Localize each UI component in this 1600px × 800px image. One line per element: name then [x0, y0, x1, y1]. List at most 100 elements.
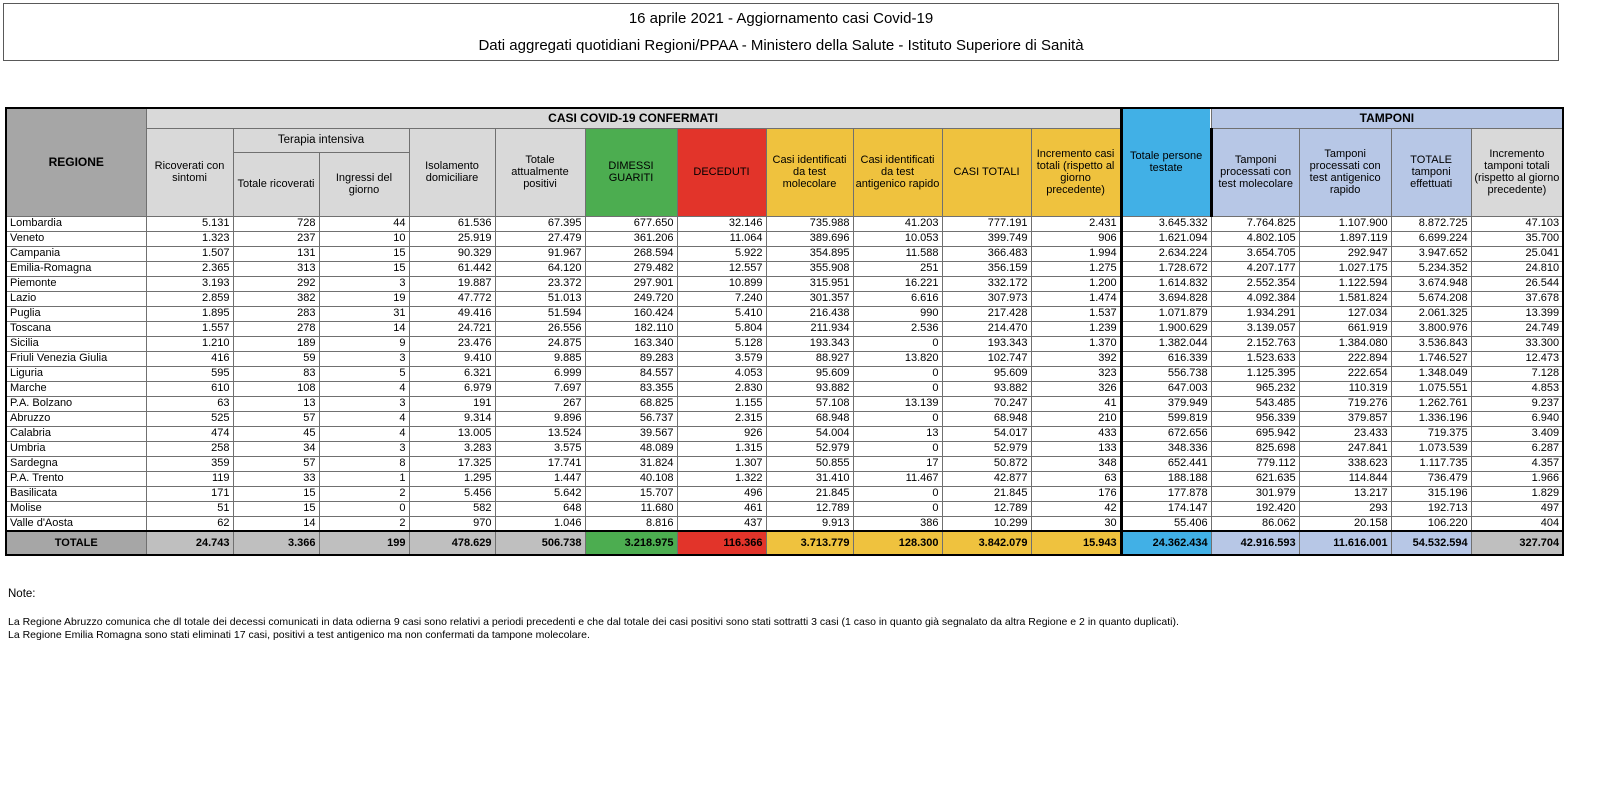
value-cell: 42 [1030, 500, 1122, 517]
value-cell: 5 [318, 365, 410, 382]
value-cell: 23.433 [1298, 425, 1392, 442]
value-cell: 1.474 [1030, 290, 1122, 307]
value-cell: 1.210 [145, 335, 234, 352]
value-cell: 174.147 [1119, 500, 1212, 517]
value-cell: 379.949 [1119, 395, 1212, 412]
col-header-deceduti: DECEDUTI [676, 127, 767, 217]
region-cell: Piemonte [5, 275, 147, 292]
value-cell: 25.041 [1470, 245, 1564, 262]
value-cell: 15 [232, 500, 320, 517]
value-cell: 95.609 [941, 365, 1032, 382]
value-cell: 1.523.633 [1210, 350, 1300, 367]
value-cell: 15 [232, 485, 320, 502]
region-cell: Veneto [5, 230, 147, 247]
value-cell: 9 [318, 335, 410, 352]
table-row: P.A. Trento 119 33 1 1.295 1.447 40.108 1.322 31… [5, 470, 1564, 487]
region-cell: Friuli Venezia Giulia [5, 350, 147, 367]
value-cell: 777.191 [941, 215, 1032, 232]
value-cell: 779.112 [1210, 455, 1300, 472]
value-cell: 14 [232, 515, 320, 532]
value-cell: 31.824 [584, 455, 678, 472]
region-cell: Molise [5, 500, 147, 517]
value-cell: 382 [232, 290, 320, 307]
value-cell: 366.483 [941, 245, 1032, 262]
table-row: Lazio 2.859 382 19 47.772 51.013 249.720 7.240 3… [5, 290, 1564, 307]
value-cell: 1.994 [1030, 245, 1122, 262]
value-cell: 323 [1030, 365, 1122, 382]
value-cell: 217.428 [941, 305, 1032, 322]
value-cell: 11.680 [584, 500, 678, 517]
value-cell: 1.322 [676, 470, 767, 487]
value-cell: 10 [318, 230, 410, 247]
value-cell: 2.634.224 [1119, 245, 1212, 262]
col-header-persone-testate: Totale persone testate [1119, 107, 1212, 217]
value-cell: 68.948 [941, 410, 1032, 427]
value-cell: 9.410 [408, 350, 496, 367]
table-row: Calabria 474 45 4 13.005 13.524 39.567 926 54.00… [5, 425, 1564, 442]
value-cell: 4 [318, 380, 410, 397]
value-cell: 965.232 [1210, 380, 1300, 397]
value-cell: 249.720 [584, 290, 678, 307]
value-cell: 17.741 [494, 455, 586, 472]
value-cell: 647.003 [1119, 380, 1212, 397]
value-cell: 1.507 [145, 245, 234, 262]
value-cell: 556.738 [1119, 365, 1212, 382]
total-value-cell: 116.366 [676, 530, 767, 556]
value-cell: 216.438 [765, 305, 854, 322]
value-cell: 192.713 [1390, 500, 1472, 517]
value-cell: 163.340 [584, 335, 678, 352]
total-value-cell: 506.738 [494, 530, 586, 556]
value-cell: 61.442 [408, 260, 496, 277]
value-cell: 26.556 [494, 320, 586, 337]
notes-section: Note: La Regione Abruzzo comunica che dl… [8, 588, 1588, 642]
value-cell: 361.206 [584, 230, 678, 247]
value-cell: 4.053 [676, 365, 767, 382]
value-cell: 599.819 [1119, 410, 1212, 427]
value-cell: 45 [232, 425, 320, 442]
value-cell: 114.844 [1298, 470, 1392, 487]
value-cell: 292 [232, 275, 320, 292]
value-cell: 1.537 [1030, 305, 1122, 322]
value-cell: 525 [145, 410, 234, 427]
value-cell: 1.073.539 [1390, 440, 1472, 457]
total-value-cell: 3.366 [232, 530, 320, 556]
value-cell: 1.200 [1030, 275, 1122, 292]
region-cell: Umbria [5, 440, 147, 457]
value-cell: 41.203 [852, 215, 943, 232]
table-row: Molise 51 15 0 582 648 11.680 461 12.789 0 12.789 4… [5, 500, 1564, 517]
region-cell: Marche [5, 380, 147, 397]
value-cell: 610 [145, 380, 234, 397]
value-cell: 108 [232, 380, 320, 397]
value-cell: 9.885 [494, 350, 586, 367]
value-cell: 496 [676, 485, 767, 502]
table-row: Lombardia 5.131 728 44 61.536 67.395 677.650 32… [5, 215, 1564, 232]
value-cell: 182.110 [584, 320, 678, 337]
value-cell: 1.934.291 [1210, 305, 1300, 322]
value-cell: 677.650 [584, 215, 678, 232]
table-row: Friuli Venezia Giulia 416 59 3 9.410 9.885 89.… [5, 350, 1564, 367]
value-cell: 735.988 [765, 215, 854, 232]
value-cell: 1.315 [676, 440, 767, 457]
value-cell: 35.700 [1470, 230, 1564, 247]
region-cell: Valle d'Aosta [5, 515, 147, 532]
value-cell: 1.125.395 [1210, 365, 1300, 382]
value-cell: 1.122.594 [1298, 275, 1392, 292]
table-header: REGIONE CASI COVID-19 CONFERMATI Totale … [5, 107, 1564, 217]
value-cell: 11.588 [852, 245, 943, 262]
value-cell: 210 [1030, 410, 1122, 427]
value-cell: 258 [145, 440, 234, 457]
value-cell: 57 [232, 410, 320, 427]
region-cell: Puglia [5, 305, 147, 322]
value-cell: 34 [232, 440, 320, 457]
value-cell: 131 [232, 245, 320, 262]
value-cell: 5.128 [676, 335, 767, 352]
value-cell: 719.375 [1390, 425, 1472, 442]
value-cell: 52.979 [765, 440, 854, 457]
value-cell: 355.908 [765, 260, 854, 277]
value-cell: 13.820 [852, 350, 943, 367]
value-cell: 0 [318, 500, 410, 517]
value-cell: 13.524 [494, 425, 586, 442]
total-value-cell: 24.362.434 [1119, 530, 1212, 556]
value-cell: 102.747 [941, 350, 1032, 367]
value-cell: 54.004 [765, 425, 854, 442]
